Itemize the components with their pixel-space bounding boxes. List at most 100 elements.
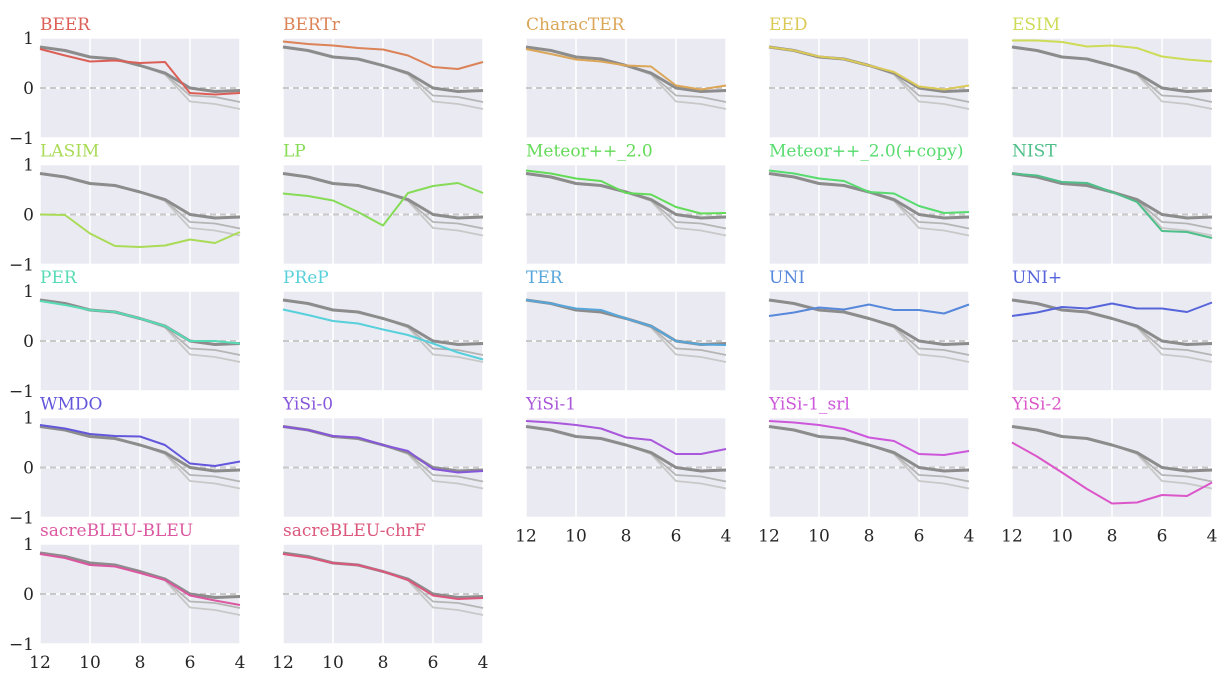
series-line bbox=[282, 40, 484, 70]
x-tick-label: 4 bbox=[235, 653, 246, 673]
y-tick-label: −1 bbox=[9, 509, 34, 529]
panel-title: EED bbox=[769, 15, 807, 35]
panel-title: YiSi-2 bbox=[1011, 395, 1062, 415]
x-tick-label: 6 bbox=[671, 527, 682, 547]
x-tick-label: 4 bbox=[478, 653, 489, 673]
panel-title: PER bbox=[40, 268, 78, 288]
x-tick-label: 8 bbox=[864, 527, 875, 547]
panel: −1 0 1 PER bbox=[9, 268, 241, 402]
y-tick-label: 0 bbox=[23, 206, 34, 226]
panel-title: NIST bbox=[1012, 142, 1057, 162]
series-line bbox=[768, 46, 970, 91]
series-line bbox=[768, 303, 970, 317]
y-tick-label: 1 bbox=[23, 156, 34, 176]
series-line bbox=[525, 48, 727, 91]
panel-title: YiSi-1 bbox=[525, 395, 576, 415]
panel: BERTr bbox=[282, 15, 484, 139]
reference-series-line bbox=[282, 298, 484, 346]
panel-title: LASIM bbox=[40, 142, 99, 162]
reference-series-line bbox=[768, 425, 970, 473]
reference-series-line bbox=[39, 551, 241, 599]
panel: −1 0 1 LASIM bbox=[9, 142, 241, 276]
x-tick-label: 8 bbox=[1107, 527, 1118, 547]
y-tick-label: −1 bbox=[9, 382, 34, 402]
x-tick-label: 12 bbox=[515, 527, 537, 547]
y-tick-label: 0 bbox=[23, 459, 34, 479]
reference-series-line bbox=[39, 45, 241, 93]
panel: Meteor++_2.0(+copy) bbox=[768, 142, 970, 266]
panel: YiSi-0 bbox=[282, 395, 484, 519]
panel-title: PReP bbox=[283, 268, 329, 288]
panel: 12 10 8 6 4 −1 0 1 sacreBLEU-BLEU bbox=[9, 521, 245, 673]
x-tick-label: 4 bbox=[721, 527, 732, 547]
x-tick-label: 10 bbox=[79, 653, 101, 673]
reference-series-line bbox=[525, 425, 727, 473]
panel: −1 0 1 WMDO bbox=[9, 395, 241, 529]
series-line bbox=[1011, 441, 1213, 505]
series-line bbox=[39, 424, 241, 467]
panel: CharacTER bbox=[525, 15, 727, 139]
series-line bbox=[525, 299, 727, 346]
x-tick-label: 4 bbox=[964, 527, 975, 547]
x-tick-label: 12 bbox=[1001, 527, 1023, 547]
y-tick-label: −1 bbox=[9, 129, 34, 149]
y-tick-label: 0 bbox=[23, 79, 34, 99]
panel-title: TER bbox=[526, 268, 564, 288]
panel-title: LP bbox=[283, 142, 306, 162]
x-tick-label: 10 bbox=[322, 653, 344, 673]
panel-title: Meteor++_2.0(+copy) bbox=[769, 142, 964, 162]
panel-title: YiSi-0 bbox=[282, 395, 333, 415]
panel: EED bbox=[768, 15, 970, 139]
y-tick-label: 0 bbox=[23, 332, 34, 352]
series-line bbox=[282, 308, 484, 361]
series-line bbox=[39, 213, 241, 248]
reference-series-line bbox=[1011, 298, 1213, 346]
x-tick-label: 6 bbox=[185, 653, 196, 673]
series-line bbox=[39, 553, 241, 606]
reference-series-line bbox=[282, 172, 484, 220]
y-tick-label: 1 bbox=[23, 535, 34, 555]
x-tick-label: 12 bbox=[758, 527, 780, 547]
series-line bbox=[768, 169, 970, 214]
x-tick-label: 8 bbox=[378, 653, 389, 673]
y-tick-label: 1 bbox=[23, 409, 34, 429]
panel: 12 10 8 6 4 YiSi-1_srl bbox=[758, 395, 974, 547]
series-line bbox=[525, 169, 727, 215]
x-tick-label: 8 bbox=[135, 653, 146, 673]
panel-title: UNI+ bbox=[1012, 268, 1062, 288]
x-tick-label: 10 bbox=[808, 527, 830, 547]
panel: ESIM bbox=[1011, 15, 1213, 139]
panel-title: ESIM bbox=[1012, 15, 1060, 35]
reference-series-line bbox=[768, 298, 970, 346]
panel-title: WMDO bbox=[40, 395, 102, 415]
reference-series-line bbox=[1011, 45, 1213, 93]
series-line bbox=[525, 420, 727, 455]
panel: 12 10 8 6 4 YiSi-2 bbox=[1001, 395, 1217, 547]
series-line bbox=[768, 420, 970, 456]
y-tick-label: −1 bbox=[9, 256, 34, 276]
series-line bbox=[39, 300, 241, 345]
reference-series-line bbox=[39, 425, 241, 473]
y-tick-label: 1 bbox=[23, 282, 34, 302]
panel-title: sacreBLEU-chrF bbox=[283, 521, 426, 541]
panel: LP bbox=[282, 142, 484, 266]
panel: −1 0 1 BEER bbox=[9, 15, 241, 149]
x-tick-label: 4 bbox=[1207, 527, 1218, 547]
series-line bbox=[1011, 301, 1213, 317]
y-tick-label: 1 bbox=[23, 29, 34, 49]
x-tick-label: 6 bbox=[1157, 527, 1168, 547]
y-tick-label: −1 bbox=[9, 635, 34, 655]
x-tick-label: 6 bbox=[428, 653, 439, 673]
series-line bbox=[1012, 39, 1213, 63]
series-line bbox=[282, 182, 484, 227]
panel: PReP bbox=[282, 268, 484, 392]
x-tick-label: 8 bbox=[621, 527, 632, 547]
panel: UNI+ bbox=[1011, 268, 1213, 392]
panel: 12 10 8 6 4 sacreBLEU-chrF bbox=[272, 521, 488, 673]
series-line bbox=[39, 48, 241, 96]
panel: 12 10 8 6 4 YiSi-1 bbox=[515, 395, 731, 547]
panel-title: Meteor++_2.0 bbox=[526, 142, 653, 162]
y-tick-label: 0 bbox=[23, 585, 34, 605]
